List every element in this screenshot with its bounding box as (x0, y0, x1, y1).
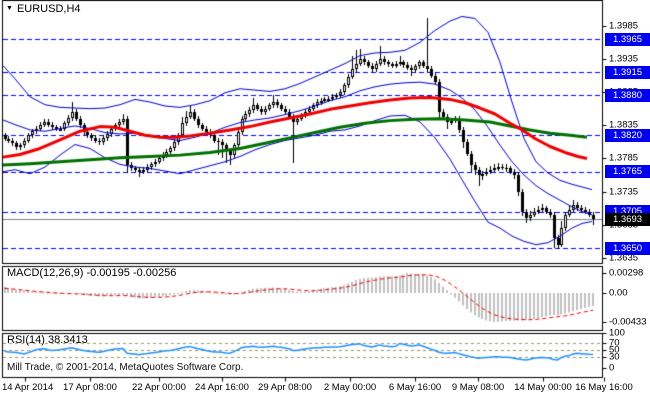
price-tick-label: 1.3735 (609, 186, 639, 198)
price-tick-label: 1.3835 (609, 119, 639, 131)
time-axis-label: 14 May 00:00 (514, 382, 572, 393)
time-axis-label: 17 Apr 08:00 (63, 382, 117, 393)
price-level-badge: 1.3820 (605, 128, 650, 142)
symbol-label-group: ▼ EURUSD,H4 (6, 3, 81, 15)
time-axis-label: 14 Apr 2014 (2, 382, 54, 393)
time-axis-label: 16 May 16:00 (575, 382, 633, 393)
price-tick-label: 1.3935 (609, 53, 639, 65)
price-level-badge: 1.3965 (605, 32, 650, 46)
price-tick-label: 1.3635 (609, 252, 639, 264)
rsi-axis-label: 30 (609, 351, 620, 363)
macd-axis-label: 0.00 (609, 287, 628, 299)
time-axis-label: 2 May 00:00 (323, 382, 377, 393)
macd-indicator-label: MACD(12,26,9) -0.00195 -0.00256 (7, 267, 177, 279)
rsi-axis-label: 50 (609, 344, 620, 356)
price-level-badge: 1.3650 (605, 241, 650, 255)
price-level-badge: 1.3915 (605, 65, 650, 79)
time-axis-label: 29 Apr 08:00 (258, 382, 312, 393)
current-price-badge: 1.3693 (605, 212, 650, 226)
copyright-text: Mill Trade, © 2001-2014, MetaQuotes Soft… (7, 362, 244, 373)
symbol-dropdown-icon[interactable]: ▼ (6, 5, 13, 12)
rsi-indicator-label: RSI(14) 38.3413 (7, 334, 88, 346)
price-level-badge: 1.3765 (605, 165, 650, 179)
time-axis-label: 22 Apr 00:00 (132, 382, 186, 393)
price-tick-label: 1.3785 (609, 152, 639, 164)
macd-axis-label: -0.00433 (609, 316, 647, 328)
symbol-period-label: EURUSD,H4 (16, 3, 81, 15)
price-level-badge: 1.3880 (605, 88, 650, 102)
time-axis-label: 6 May 16:00 (388, 382, 442, 393)
time-axis-label: 9 May 08:00 (451, 382, 505, 393)
price-tick-label: 1.3985 (609, 20, 639, 32)
rsi-axis-label: 70 (609, 337, 620, 349)
rsi-axis-label: 0 (609, 362, 615, 374)
rsi-axis-label: 100 (609, 327, 625, 339)
time-axis-label: 24 Apr 16:00 (195, 382, 249, 393)
macd-axis-label: 0.00298 (609, 267, 644, 279)
